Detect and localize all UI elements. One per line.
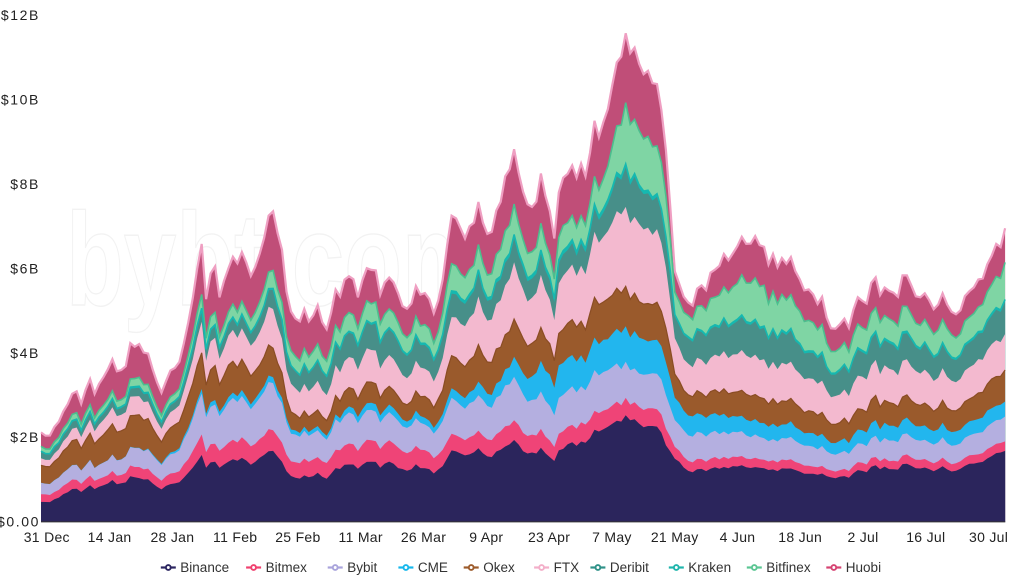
svg-text:$8B: $8B — [10, 176, 40, 192]
svg-text:14 Jan: 14 Jan — [88, 529, 132, 545]
svg-text:Deribit: Deribit — [610, 560, 649, 575]
svg-text:21 May: 21 May — [651, 529, 699, 545]
svg-text:Kraken: Kraken — [688, 560, 731, 575]
svg-text:11 Feb: 11 Feb — [213, 529, 257, 545]
svg-text:28 Jan: 28 Jan — [150, 529, 194, 545]
svg-text:FTX: FTX — [554, 560, 580, 575]
svg-text:23 Apr: 23 Apr — [528, 529, 570, 545]
svg-text:9 Apr: 9 Apr — [469, 529, 503, 545]
svg-text:7 May: 7 May — [592, 529, 632, 545]
svg-text:$12B: $12B — [1, 7, 40, 23]
svg-text:16 Jul: 16 Jul — [906, 529, 945, 545]
svg-text:Huobi: Huobi — [846, 560, 881, 575]
svg-text:Bitmex: Bitmex — [266, 560, 308, 575]
svg-text:$0.00: $0.00 — [0, 514, 40, 530]
svg-text:31 Dec: 31 Dec — [24, 529, 70, 545]
svg-text:25 Feb: 25 Feb — [275, 529, 320, 545]
svg-text:Bitfinex: Bitfinex — [766, 560, 811, 575]
svg-text:26 Mar: 26 Mar — [401, 529, 446, 545]
svg-text:$6B: $6B — [10, 260, 40, 276]
svg-text:$10B: $10B — [1, 92, 40, 108]
svg-text:Okex: Okex — [483, 560, 515, 575]
svg-text:18 Jun: 18 Jun — [778, 529, 822, 545]
svg-text:$2B: $2B — [10, 429, 40, 445]
svg-text:$4B: $4B — [10, 345, 40, 361]
svg-text:2 Jul: 2 Jul — [847, 529, 878, 545]
svg-text:4 Jun: 4 Jun — [720, 529, 756, 545]
svg-text:Binance: Binance — [180, 560, 229, 575]
svg-text:30 Jul: 30 Jul — [969, 529, 1008, 545]
svg-text:11 Mar: 11 Mar — [339, 529, 383, 545]
svg-text:CME: CME — [418, 560, 448, 575]
svg-text:Bybit: Bybit — [347, 560, 377, 575]
